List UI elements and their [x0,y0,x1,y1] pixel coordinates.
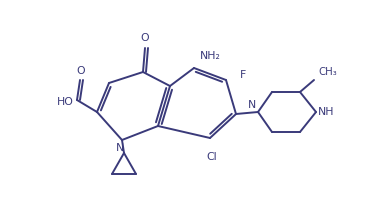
Text: HO: HO [57,97,74,107]
Text: N: N [116,143,124,153]
Text: Cl: Cl [207,152,217,162]
Text: NH₂: NH₂ [200,51,221,61]
Text: NH: NH [318,107,334,117]
Text: F: F [240,70,246,80]
Text: O: O [77,66,85,76]
Text: N: N [248,100,256,110]
Text: CH₃: CH₃ [318,67,337,77]
Text: O: O [141,33,149,43]
